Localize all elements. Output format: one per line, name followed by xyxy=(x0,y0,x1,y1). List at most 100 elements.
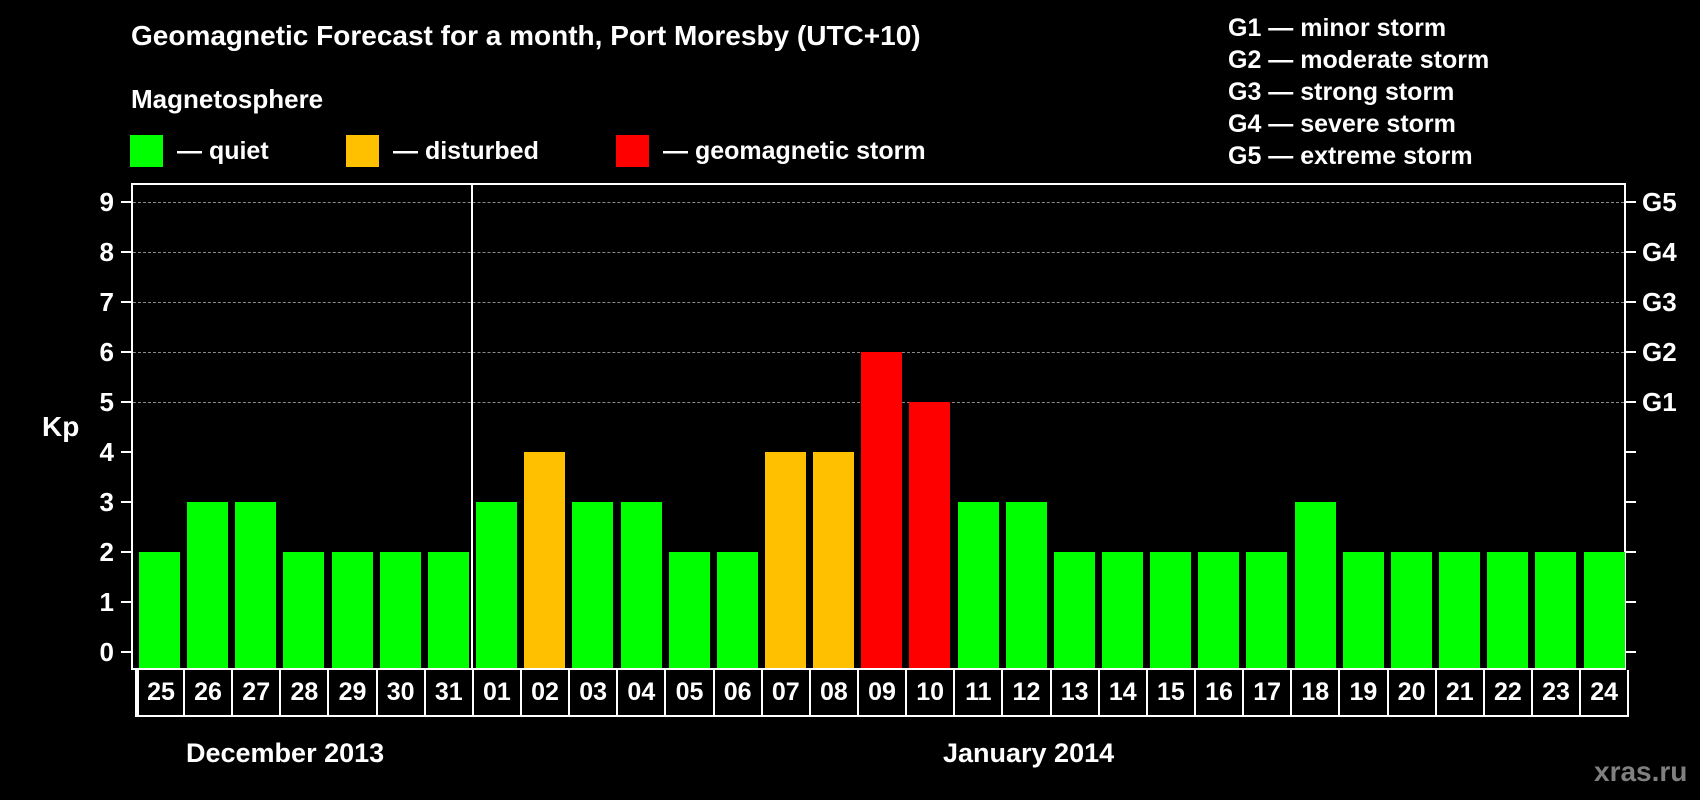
y-tick-label: 0 xyxy=(99,637,114,667)
g-scale-label-g4: G4 xyxy=(1642,237,1677,267)
date-cell-28: 28 xyxy=(279,670,327,715)
g-legend-g3: G3 — strong storm xyxy=(1228,78,1455,106)
plot-area xyxy=(131,183,1626,670)
date-cell-25: 25 xyxy=(137,670,183,715)
y-tick-right xyxy=(1626,551,1636,553)
g-scale-legend: G1 — minor storm G2 — moderate storm G3 … xyxy=(1228,12,1489,172)
date-cell-02: 02 xyxy=(519,670,568,715)
date-cell-22: 22 xyxy=(1482,670,1531,715)
bar-18 xyxy=(1294,502,1336,668)
date-cell-31: 31 xyxy=(423,670,472,715)
bar-21 xyxy=(1439,552,1481,668)
y-tick-right xyxy=(1626,351,1636,353)
bar-17 xyxy=(1246,552,1288,668)
bar-09 xyxy=(861,352,903,668)
y-tick-label: 8 xyxy=(99,237,114,267)
y-tick-left xyxy=(121,601,131,603)
bar-10 xyxy=(909,402,951,668)
y-tick-label: 1 xyxy=(99,587,114,617)
magnetosphere-label: Magnetosphere xyxy=(131,84,324,114)
date-cell-14: 14 xyxy=(1097,670,1146,715)
y-tick-right xyxy=(1626,401,1636,403)
y-axis-label: Kp xyxy=(42,411,80,442)
y-tick-label: 2 xyxy=(99,537,114,567)
date-cell-08: 08 xyxy=(808,670,857,715)
legend-disturbed: — disturbed xyxy=(346,134,539,168)
bar-31 xyxy=(427,552,469,668)
g-legend-g2: G2 — moderate storm xyxy=(1228,46,1490,74)
bar-11 xyxy=(957,502,999,668)
date-cell-26: 26 xyxy=(183,670,231,715)
legend-quiet: — quiet xyxy=(130,134,269,168)
bar-06 xyxy=(716,552,758,668)
gridline-kp-9 xyxy=(133,202,1624,203)
g-legend-g4: G4 — severe storm xyxy=(1228,110,1456,138)
chart-title: Geomagnetic Forecast for a month, Port M… xyxy=(131,20,921,51)
legend-swatch-disturbed xyxy=(346,135,379,167)
month-label-january: January 2014 xyxy=(943,738,1115,768)
y-tick-right xyxy=(1626,201,1636,203)
y-tick-left xyxy=(121,201,131,203)
bar-16 xyxy=(1198,552,1240,668)
y-tick-left xyxy=(121,251,131,253)
date-cell-05: 05 xyxy=(664,670,712,715)
y-tick-right xyxy=(1626,301,1636,303)
bar-19 xyxy=(1342,552,1384,668)
date-cell-12: 12 xyxy=(1001,670,1049,715)
bar-22 xyxy=(1487,552,1529,668)
legend-storm: — geomagnetic storm xyxy=(616,134,926,168)
watermark: xras.ru xyxy=(1594,756,1688,787)
legend-swatch-quiet xyxy=(130,135,163,167)
date-cell-01: 01 xyxy=(471,670,520,715)
date-cell-07: 07 xyxy=(760,670,809,715)
legend-label-quiet: — quiet xyxy=(177,136,269,165)
bar-25 xyxy=(139,552,180,668)
gridline-kp-7 xyxy=(133,302,1624,303)
date-cell-27: 27 xyxy=(231,670,279,715)
date-cell-21: 21 xyxy=(1434,670,1483,715)
date-cell-20: 20 xyxy=(1386,670,1435,715)
y-tick-left xyxy=(121,301,131,303)
y-tick-label: 5 xyxy=(99,387,114,417)
bar-14 xyxy=(1102,552,1143,668)
y-tick-label: 3 xyxy=(99,487,114,517)
date-cell-19: 19 xyxy=(1338,670,1386,715)
bar-24 xyxy=(1583,552,1625,668)
bar-02 xyxy=(524,452,566,668)
y-tick-label: 4 xyxy=(99,437,114,467)
date-axis: 25 26 27 28 29 30 31 01 02 03 04 05 06 07 08 09 10 11 12 13… xyxy=(135,670,1630,717)
date-cell-18: 18 xyxy=(1290,670,1338,715)
y-tick-label: 6 xyxy=(99,337,114,367)
bar-01 xyxy=(476,502,518,668)
month-divider xyxy=(471,185,474,668)
g-legend-g1: G1 — minor storm xyxy=(1228,14,1447,42)
legend-label-disturbed: — disturbed xyxy=(393,136,539,165)
date-cell-16: 16 xyxy=(1193,670,1242,715)
month-label-december: December 2013 xyxy=(186,738,385,768)
g-scale-label-g2: G2 xyxy=(1642,337,1677,367)
y-tick-right xyxy=(1626,651,1636,653)
y-tick-right xyxy=(1626,601,1636,603)
bar-03 xyxy=(572,502,614,668)
bar-26 xyxy=(187,502,229,668)
bar-15 xyxy=(1150,552,1192,668)
y-tick-right xyxy=(1626,501,1636,503)
y-tick-left xyxy=(121,451,131,453)
y-tick-left xyxy=(121,401,131,403)
date-cell-30: 30 xyxy=(375,670,424,715)
bar-04 xyxy=(620,502,662,668)
bar-07 xyxy=(764,452,806,668)
gridline-kp-8 xyxy=(133,252,1624,253)
y-tick-left xyxy=(121,351,131,353)
date-cell-06: 06 xyxy=(712,670,761,715)
date-cell-15: 15 xyxy=(1145,670,1194,715)
legend-swatch-storm xyxy=(616,135,649,167)
bar-12 xyxy=(1005,502,1047,668)
date-cell-10: 10 xyxy=(905,670,953,715)
bar-28 xyxy=(283,552,325,668)
g-scale-label-g1: G1 xyxy=(1642,387,1677,417)
bar-27 xyxy=(235,502,277,668)
date-cell-17: 17 xyxy=(1242,670,1290,715)
bar-13 xyxy=(1053,552,1095,668)
date-cell-13: 13 xyxy=(1049,670,1098,715)
